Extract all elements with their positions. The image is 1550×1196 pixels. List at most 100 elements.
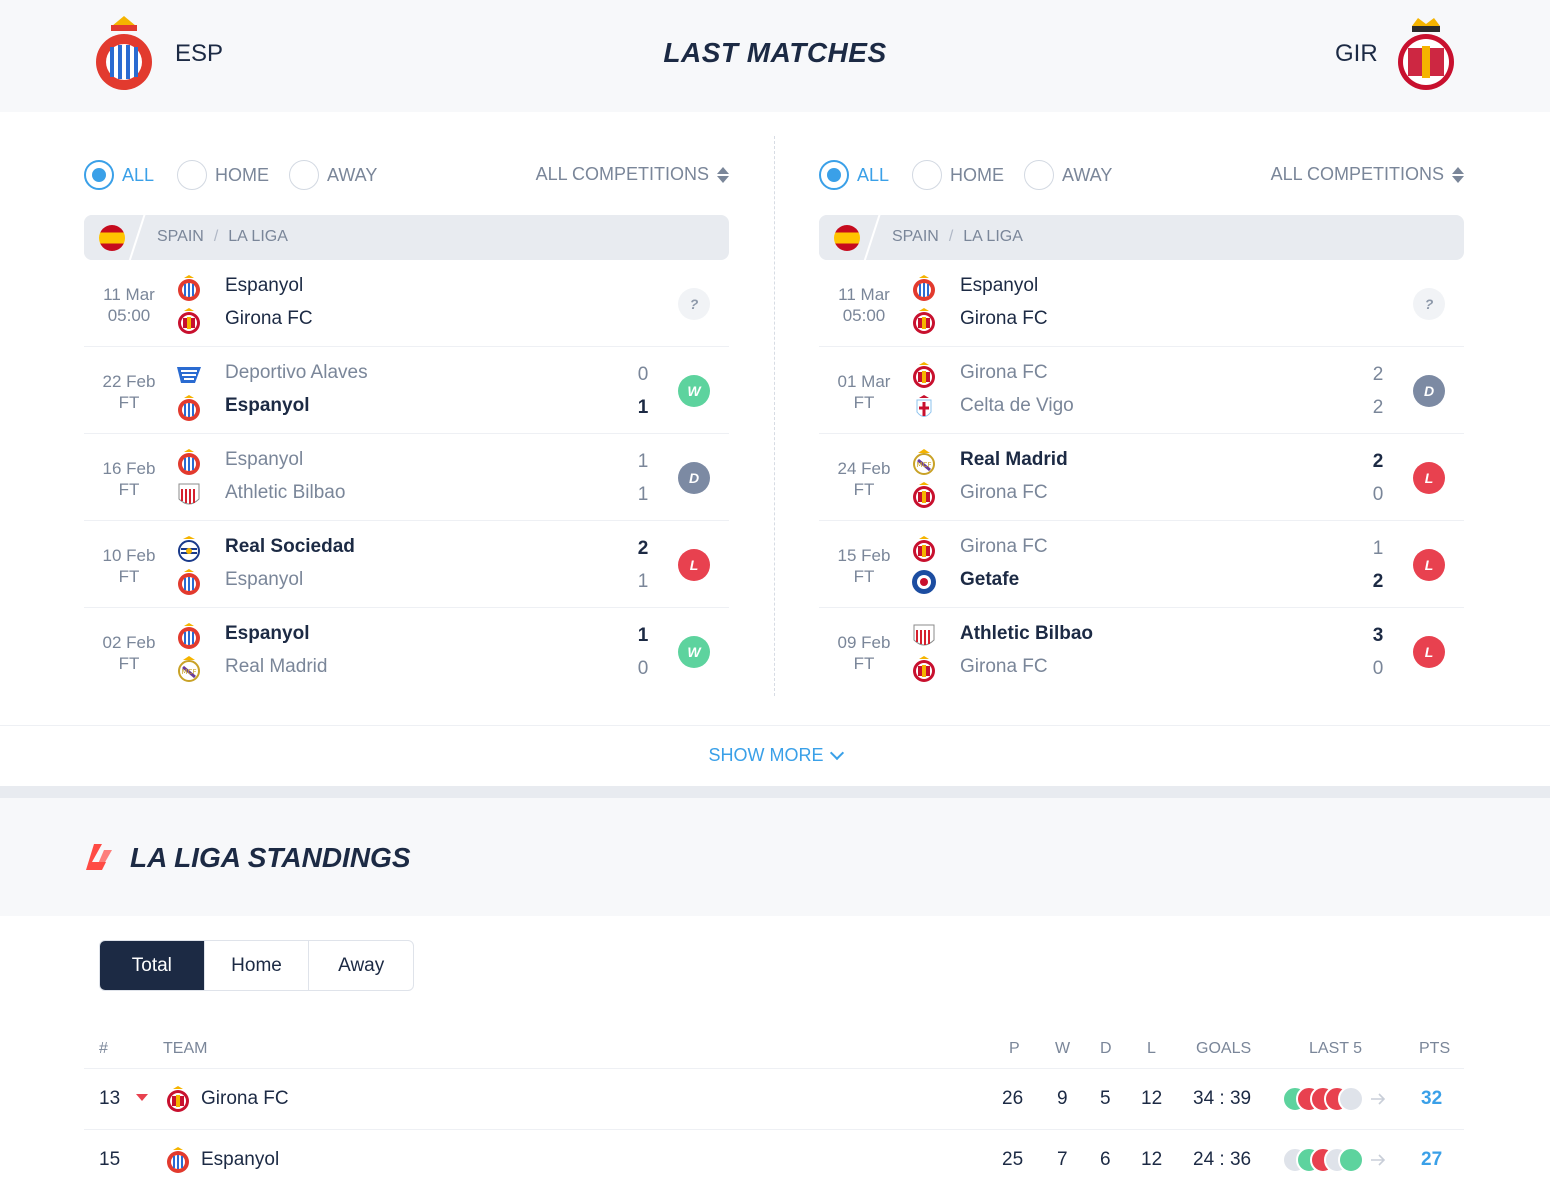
home-competition-select[interactable]: ALL COMPETITIONS <box>536 164 729 185</box>
row-team-name[interactable]: Girona FC <box>201 1088 289 1109</box>
standings-row[interactable]: 15 Espanyol 25 7 6 12 24 : 36 27 <box>84 1129 1464 1190</box>
row-losses: 12 <box>1141 1149 1163 1170</box>
result-badge: D <box>678 462 710 494</box>
league-bar[interactable]: SPAIN / LA LIGA <box>819 215 1464 260</box>
standings-row[interactable]: 13 Girona FC 26 9 5 12 34 : 39 32 <box>84 1068 1464 1129</box>
standings-tabs: Total Home Away <box>99 940 414 991</box>
filter-label: ALL <box>122 164 155 185</box>
match-team-2: Girona FC <box>960 482 1048 503</box>
row-position: 13 <box>99 1088 121 1109</box>
spain-flag-icon <box>99 225 125 251</box>
match-row[interactable]: 11 Mar 05:00 Espanyol Girona FC? <box>819 260 1464 347</box>
row-draws: 6 <box>1100 1149 1111 1170</box>
radio-icon <box>177 160 207 190</box>
celta-crest-icon <box>910 394 938 422</box>
form-dot-w <box>1338 1147 1364 1173</box>
girona-crest-icon <box>175 307 203 335</box>
league-bar[interactable]: SPAIN / LA LIGA <box>84 215 729 260</box>
match-date: 15 Feb FT <box>837 546 891 586</box>
form-dot-d <box>1338 1086 1364 1112</box>
match-row[interactable]: 22 Feb FT Deportivo Alaves Espanyol 0 1 W <box>84 347 729 434</box>
section-separator <box>0 786 1550 798</box>
arrow-right-icon <box>1371 1093 1386 1105</box>
home-filter-all[interactable]: ALL <box>84 160 154 190</box>
espanyol-crest-icon <box>175 274 203 302</box>
filter-label: ALL <box>857 164 890 185</box>
show-more-label: SHOW MORE <box>708 745 824 765</box>
girona-crest-icon <box>910 307 938 335</box>
match-row[interactable]: 09 Feb FT Athletic Bilbao Girona FC 3 0 L <box>819 608 1464 695</box>
sort-updown-icon <box>1452 166 1464 184</box>
chevron-down-icon <box>829 745 844 760</box>
tab-total[interactable]: Total <box>100 941 205 990</box>
filter-label: HOME <box>215 164 269 185</box>
match-row[interactable]: 15 Feb FT Girona FC Getafe 1 2 L <box>819 521 1464 608</box>
col-wins: W <box>1055 1040 1071 1057</box>
home-filter-away[interactable]: AWAY <box>289 160 377 190</box>
espanyol-crest-icon <box>175 448 203 476</box>
match-score-1: 1 <box>637 451 649 472</box>
tab-away[interactable]: Away <box>338 955 385 976</box>
espanyol-crest-icon[interactable] <box>94 14 154 94</box>
girona-crest-icon[interactable] <box>1394 14 1458 94</box>
col-draws: D <box>1100 1040 1112 1057</box>
match-team-2: Espanyol <box>225 569 304 590</box>
madrid-crest-icon: MCF <box>910 448 938 476</box>
home-filter-home[interactable]: HOME <box>177 160 269 190</box>
match-date: 02 Feb FT <box>102 633 156 673</box>
filter-label: AWAY <box>1062 164 1113 185</box>
alaves-crest-icon <box>175 361 203 389</box>
svg-text:MCF: MCF <box>917 461 932 469</box>
match-row[interactable]: 02 Feb FT MCF Espanyol Real Madrid 1 0 W <box>84 608 729 695</box>
col-team: TEAM <box>163 1040 208 1057</box>
sociedad-crest-icon <box>175 535 203 563</box>
match-score-2: 0 <box>1372 484 1384 505</box>
match-score-2: 2 <box>1372 397 1384 418</box>
panel-divider <box>774 136 775 696</box>
match-team-2: Getafe <box>960 569 1020 590</box>
away-filter-all[interactable]: ALL <box>819 160 889 190</box>
match-row[interactable]: 10 Feb FT Real Sociedad Espanyol 2 1 L <box>84 521 729 608</box>
match-team-2: Girona FC <box>960 656 1048 677</box>
last5-form <box>1282 1086 1382 1112</box>
away-filter-home[interactable]: HOME <box>912 160 1004 190</box>
league-name: LA LIGA <box>963 228 1023 245</box>
match-score-2: 1 <box>637 484 649 505</box>
girona-crest-icon <box>910 481 938 509</box>
match-row[interactable]: 11 Mar 05:00 Espanyol Girona FC? <box>84 260 729 347</box>
match-date: 01 Mar FT <box>837 372 891 412</box>
radio-icon <box>912 160 942 190</box>
radio-icon <box>1024 160 1054 190</box>
match-row[interactable]: 01 Mar FT Girona FC Celta de Vigo 2 2 D <box>819 347 1464 434</box>
match-row[interactable]: 16 Feb FT Espanyol Athletic Bilbao 1 1 D <box>84 434 729 521</box>
match-score-1: 2 <box>1372 451 1384 472</box>
tab-home[interactable]: Home <box>205 941 310 990</box>
arrow-right-icon <box>1371 1154 1386 1166</box>
athletic-crest-icon <box>910 622 938 650</box>
match-team-1: Girona FC <box>960 536 1048 557</box>
col-losses: L <box>1147 1040 1156 1057</box>
match-team-1: Espanyol <box>225 275 304 296</box>
match-team-1: Real Madrid <box>960 449 1068 470</box>
col-pos: # <box>99 1040 108 1057</box>
espanyol-crest-icon <box>910 274 938 302</box>
match-team-2: Girona FC <box>960 308 1048 329</box>
away-filter-bar: ALL HOME AWAY ALL COMPETITIONS <box>819 160 1464 192</box>
away-filter-away[interactable]: AWAY <box>1024 160 1112 190</box>
row-position: 15 <box>99 1149 121 1170</box>
match-score-2: 0 <box>637 658 649 679</box>
espanyol-crest-icon <box>175 622 203 650</box>
competition-label: ALL COMPETITIONS <box>535 164 709 184</box>
result-badge: W <box>678 636 710 668</box>
away-competition-select[interactable]: ALL COMPETITIONS <box>1271 164 1464 185</box>
match-date: 10 Feb FT <box>102 546 156 586</box>
espanyol-crest-icon <box>175 394 203 422</box>
match-row[interactable]: 24 Feb FT MCF Real Madrid Girona FC 2 0 L <box>819 434 1464 521</box>
filter-label: AWAY <box>327 164 378 185</box>
match-team-1: Espanyol <box>225 449 304 470</box>
match-team-1: Espanyol <box>225 623 310 644</box>
result-badge: L <box>1413 462 1445 494</box>
show-more-button[interactable]: SHOW MORE <box>0 725 1550 785</box>
position-down-icon <box>136 1094 148 1101</box>
row-team-name[interactable]: Espanyol <box>201 1149 280 1170</box>
